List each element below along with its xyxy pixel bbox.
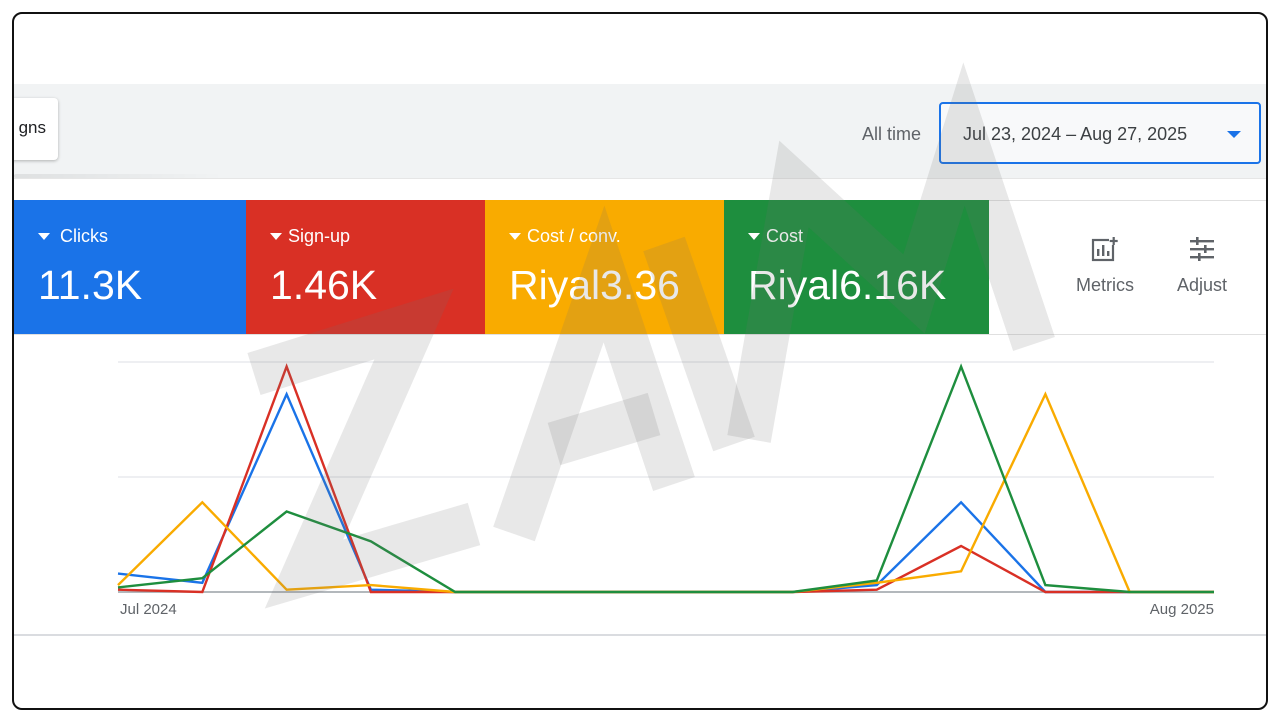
dropdown-arrow-icon <box>1227 131 1241 138</box>
metric-value-clicks: 11.3K <box>38 262 143 308</box>
metric-label-cost-per-conversion: Cost / conv. <box>527 226 621 246</box>
x-tick-label: Aug 2025 <box>1150 601 1214 618</box>
dropdown-arrow-icon <box>38 233 50 240</box>
metric-label-clicks: Clicks <box>60 226 108 246</box>
metric-value-cost: Riyal6.16K <box>748 262 947 308</box>
series-line-3 <box>117 363 1214 594</box>
metrics-button-label: Metrics <box>1076 275 1134 295</box>
screenshot-frame: gns All time Jul 23, 2024 – Aug 27, 2025… <box>12 12 1268 710</box>
overview-toolbar: gns All time Jul 23, 2024 – Aug 27, 2025 <box>14 84 1266 179</box>
dropdown-arrow-icon <box>270 233 282 240</box>
campaigns-tab[interactable]: gns <box>14 98 58 160</box>
series-line-1 <box>117 363 1214 594</box>
metrics-button[interactable]: Metrics <box>1060 236 1150 296</box>
metric-card-cost-per-conversion[interactable]: Cost / conv. Riyal3.36 <box>485 200 724 334</box>
series-line-2 <box>117 391 1214 594</box>
metric-value-cost-per-conversion: Riyal3.36 <box>509 262 680 308</box>
divider <box>14 634 1266 636</box>
tune-icon <box>1190 237 1214 261</box>
series-line-0 <box>117 391 1214 594</box>
tab-shadow <box>14 174 224 178</box>
metric-label-cost: Cost <box>766 226 804 246</box>
metric-label-signup: Sign-up <box>288 226 351 246</box>
date-range-picker[interactable]: Jul 23, 2024 – Aug 27, 2025 <box>939 102 1261 164</box>
dropdown-arrow-icon <box>509 233 521 240</box>
dropdown-arrow-icon <box>748 233 760 240</box>
metric-value-signup: 1.46K <box>270 262 378 308</box>
metric-card-cost[interactable]: Cost Riyal6.16K <box>724 200 989 334</box>
adjust-button[interactable]: Adjust <box>1157 236 1247 296</box>
campaigns-tab-label: gns <box>18 118 46 137</box>
adjust-button-label: Adjust <box>1176 275 1228 295</box>
metric-card-signup[interactable]: Sign-up 1.46K <box>246 200 485 334</box>
date-preset-label: All time <box>862 124 922 144</box>
date-range-text: Jul 23, 2024 – Aug 27, 2025 <box>963 124 1188 144</box>
x-tick-label: Jul 2024 <box>120 601 177 618</box>
divider <box>14 334 1266 335</box>
metric-card-clicks[interactable]: Clicks 11.3K <box>14 200 246 334</box>
divider <box>989 200 1266 201</box>
performance-line-chart: Jul 2024 Aug 2025 <box>117 361 1214 618</box>
metrics-chart-icon <box>1091 236 1118 262</box>
